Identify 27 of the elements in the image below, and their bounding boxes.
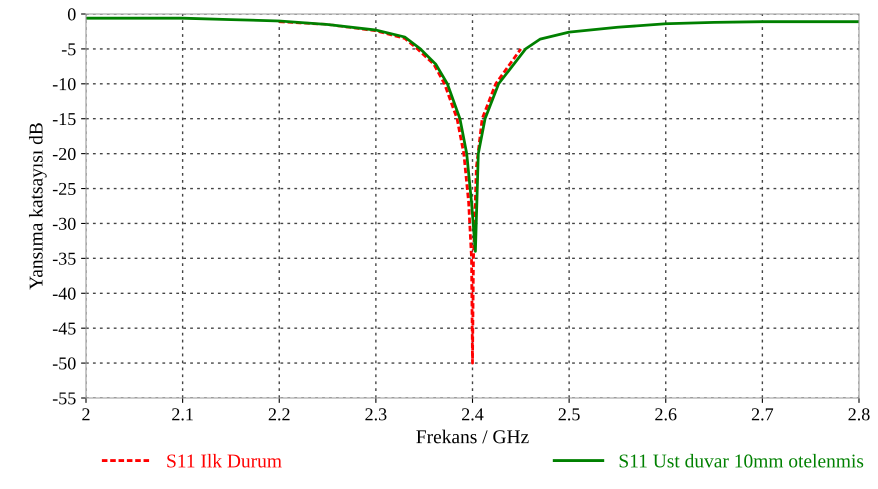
x-axis-title: Frekans / GHz xyxy=(416,430,529,444)
legend-label: S11 Ilk Durum xyxy=(167,454,282,468)
y-tick-label: -10 xyxy=(52,78,76,90)
x-tick-label: 2.2 xyxy=(268,408,290,421)
y-tick-label: -25 xyxy=(52,182,76,195)
y-tick-label: -20 xyxy=(52,148,76,160)
y-tick-label: -45 xyxy=(52,322,76,335)
legend-label: S11 Ust duvar 10mm otelenmis xyxy=(620,454,864,468)
y-tick-label: -15 xyxy=(52,113,76,126)
x-tick-label: 2.3 xyxy=(365,408,386,421)
y-tick-label: -55 xyxy=(52,392,76,404)
x-tick-label: 2.7 xyxy=(752,408,774,421)
y-axis-title: Yansıma katsayısı dB xyxy=(28,123,47,290)
y-tick-label: -5 xyxy=(62,43,76,56)
x-tick-label: 2.1 xyxy=(172,408,193,421)
line-series xyxy=(86,16,859,253)
y-tick-label: -30 xyxy=(52,218,76,230)
y-tick-label: -50 xyxy=(52,357,76,370)
x-tick-label: 2.8 xyxy=(848,408,870,421)
line-series xyxy=(278,20,522,364)
x-tick-label: 2.4 xyxy=(462,408,484,421)
y-tick-label: 0 xyxy=(68,8,76,20)
y-tick-label: -40 xyxy=(52,288,76,300)
x-tick-label: 2.6 xyxy=(655,408,676,421)
y-tick-label: -35 xyxy=(52,252,76,265)
x-tick-label: 2.5 xyxy=(558,408,580,421)
x-tick-label: 2 xyxy=(82,408,90,420)
